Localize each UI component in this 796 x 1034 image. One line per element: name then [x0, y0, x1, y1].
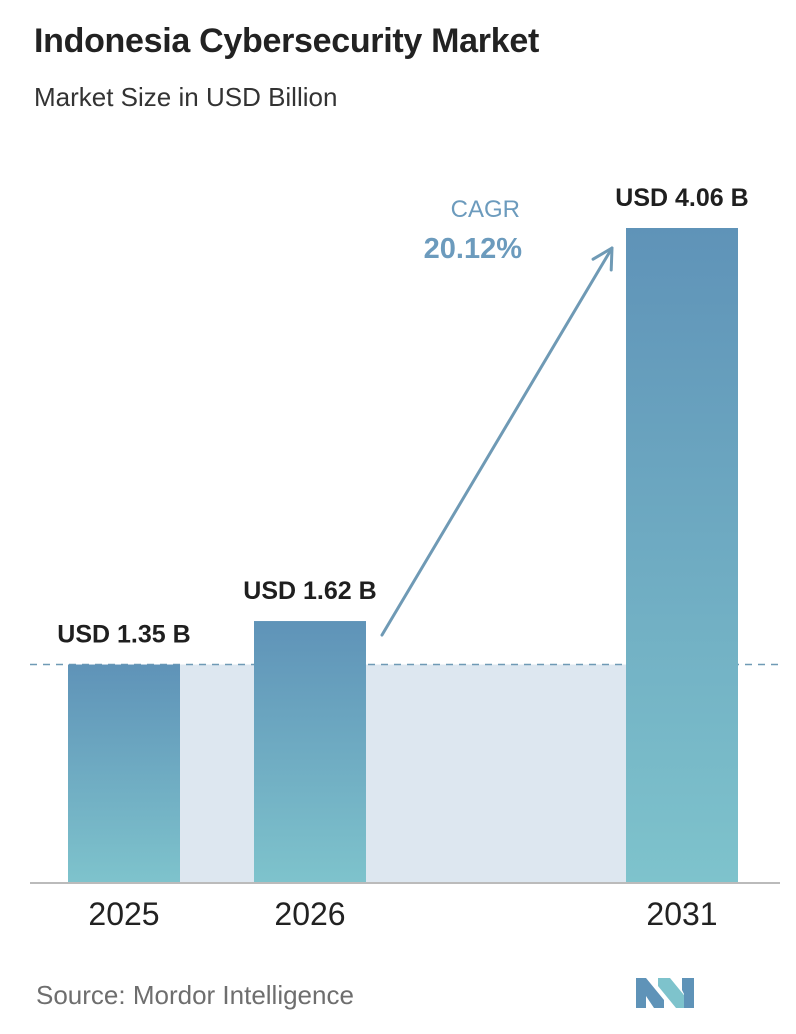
bar-2025 — [68, 664, 180, 882]
chart-subtitle: Market Size in USD Billion — [34, 82, 338, 112]
value-label-2031: USD 4.06 B — [615, 184, 748, 212]
source-note: Source: Mordor Intelligence — [36, 980, 354, 1010]
value-label-2026: USD 1.62 B — [243, 577, 376, 605]
cagr-value: 20.12% — [424, 233, 523, 265]
cagr-arrow — [380, 246, 614, 637]
value-label-2025: USD 1.35 B — [57, 621, 190, 649]
bar-2031 — [626, 228, 738, 882]
mordor-intelligence-logo — [636, 978, 694, 1008]
cagr-label: CAGR — [451, 196, 520, 223]
chart-title: Indonesia Cybersecurity Market — [34, 22, 539, 60]
bar-2026 — [254, 621, 366, 882]
x-tick-2025: 2025 — [88, 896, 159, 932]
x-tick-2031: 2031 — [646, 896, 717, 932]
x-tick-2026: 2026 — [274, 896, 345, 932]
